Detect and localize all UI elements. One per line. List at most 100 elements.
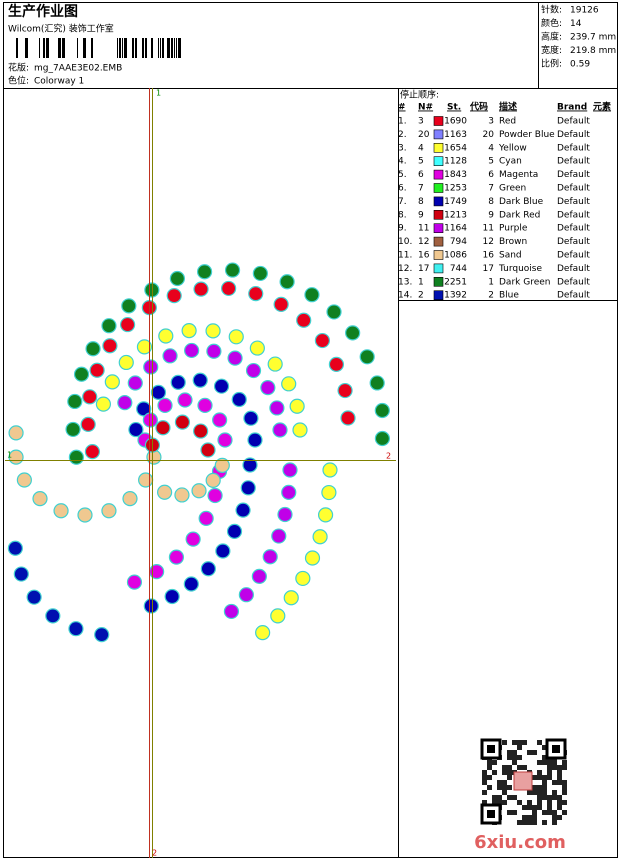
qr-cell xyxy=(512,760,517,765)
qr-cell xyxy=(497,780,502,785)
qr-cell xyxy=(542,820,547,825)
qr-cell xyxy=(532,790,537,795)
color-name: Sand xyxy=(499,251,522,261)
marker: 1 xyxy=(7,451,12,460)
qr-cell xyxy=(542,790,547,795)
stitch-dot xyxy=(359,349,375,365)
stitch-dot xyxy=(214,457,230,473)
stitch-dot xyxy=(227,350,243,366)
stitch-dot xyxy=(80,416,96,432)
stitch-dot xyxy=(142,412,158,428)
brand: Default xyxy=(557,197,590,207)
code: 5 xyxy=(488,157,494,167)
stitch-dot xyxy=(82,389,98,405)
qr-cell xyxy=(492,800,497,805)
swatch xyxy=(433,210,444,220)
qr-cell xyxy=(557,765,562,770)
qr-cell xyxy=(527,820,532,825)
row-number: 2. xyxy=(398,130,407,140)
swatch xyxy=(433,129,444,140)
qr-cell xyxy=(537,775,542,780)
qr-cell xyxy=(517,765,522,770)
qr-cell xyxy=(557,780,562,785)
stitch-dot xyxy=(166,287,182,304)
stitch-dot xyxy=(67,393,83,410)
stitch-dot xyxy=(326,304,342,320)
code: 7 xyxy=(488,184,494,194)
code: 3 xyxy=(488,117,494,127)
stitch-dot xyxy=(248,285,264,302)
bar-stripe xyxy=(58,38,61,58)
marker: 2 xyxy=(386,452,391,461)
stitch-dot xyxy=(94,627,110,643)
needle: 4 xyxy=(418,143,424,153)
needle: 2 xyxy=(418,291,424,301)
stitch-dot xyxy=(279,274,295,290)
qr-cell xyxy=(507,755,512,760)
bar-stripe xyxy=(174,38,175,58)
swatch xyxy=(433,196,444,207)
title: 生产作业图 xyxy=(8,3,78,20)
qr-cell xyxy=(492,760,497,765)
design-label: 花版: xyxy=(8,62,29,74)
stitches: 1654 xyxy=(444,143,467,153)
stitch-dot xyxy=(117,395,133,411)
stitch-dot xyxy=(200,561,216,577)
stitch-dot xyxy=(183,576,199,592)
stitch-dot xyxy=(95,396,112,412)
stitch-dot xyxy=(212,412,228,428)
row-number: 7. xyxy=(398,197,407,207)
stitch-dot xyxy=(136,401,152,417)
stitch-dot xyxy=(185,531,201,547)
code: 11 xyxy=(483,224,494,234)
qr-cell xyxy=(512,740,517,745)
stitch-dot xyxy=(198,510,214,526)
stitches: 744 xyxy=(450,264,467,274)
swatch xyxy=(433,290,444,301)
qr-cell xyxy=(542,745,547,750)
stitch-dot xyxy=(119,316,136,333)
qr-cell xyxy=(532,805,537,810)
stitch-dot xyxy=(322,462,338,478)
stitch-dot xyxy=(228,329,244,345)
qr-cell xyxy=(537,790,542,795)
swatch xyxy=(433,223,444,233)
stitch-dot xyxy=(149,564,165,580)
stitch-dot xyxy=(231,391,247,408)
stitch-dot xyxy=(169,270,186,287)
needle: 9 xyxy=(418,210,424,220)
stitch-dot xyxy=(101,503,117,519)
swatch xyxy=(433,250,444,260)
qr-cell xyxy=(512,750,517,755)
stitches: 1392 xyxy=(444,291,467,301)
column-header: Brand xyxy=(557,103,587,113)
qr-cell xyxy=(482,780,487,785)
stitch-dot xyxy=(277,506,293,523)
qr-cell xyxy=(557,815,562,820)
swatch xyxy=(433,276,444,287)
column-header: 描述 xyxy=(499,101,517,113)
color-name: Blue xyxy=(499,291,519,301)
stitch-dot xyxy=(255,625,271,641)
stitch-dot xyxy=(247,432,263,448)
stitch-dot xyxy=(242,457,258,473)
stitch-dot xyxy=(281,484,297,500)
stitch-dot xyxy=(101,318,117,334)
qr-cell xyxy=(537,770,542,775)
needle: 6 xyxy=(418,170,424,180)
bar-stripe xyxy=(135,38,137,58)
qr-cell xyxy=(522,805,527,810)
bar-stripe xyxy=(77,38,78,58)
bar-stripe xyxy=(124,38,127,58)
stitch-dot xyxy=(245,362,262,379)
watermark: 6xiu.com xyxy=(474,832,566,853)
stitch-dot xyxy=(85,341,101,357)
brand: Default xyxy=(557,143,590,153)
brand: Default xyxy=(557,157,590,167)
brand: Default xyxy=(557,224,590,234)
stitch-dot xyxy=(193,281,209,297)
color-name: Red xyxy=(499,117,516,127)
qr-cell xyxy=(492,795,497,800)
code: 17 xyxy=(483,264,494,274)
code: 9 xyxy=(488,210,494,220)
